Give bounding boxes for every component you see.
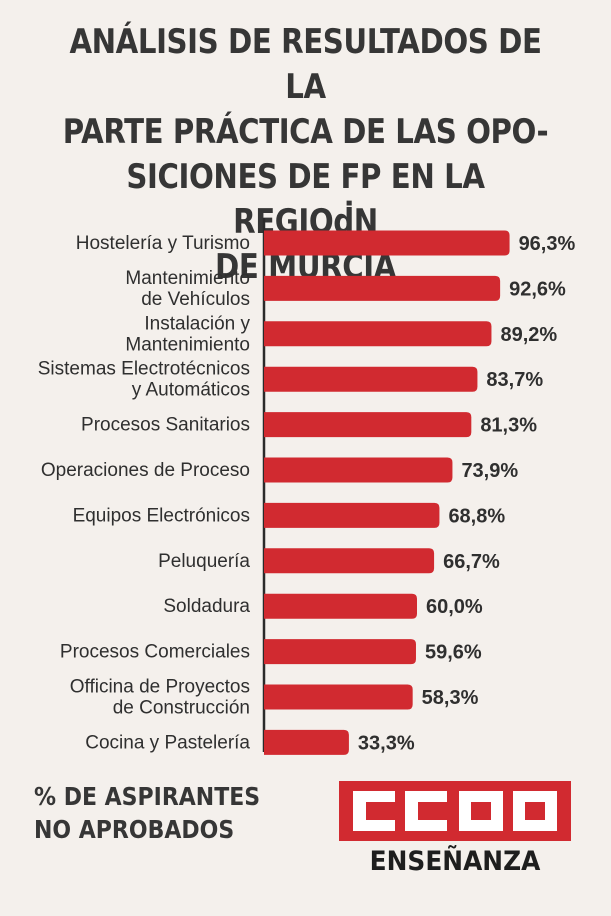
bar xyxy=(264,412,472,438)
ccoo-logo-letters xyxy=(353,791,557,831)
bar xyxy=(264,593,417,619)
value-label: 68,8% xyxy=(448,505,505,527)
category-label: Sistemas Electrotécnicos y Automáticos xyxy=(38,359,250,401)
category-label: Soldadura xyxy=(163,596,250,617)
category-label: Officina de Proyectos de Construcción xyxy=(70,677,250,719)
category-label: Equipos Electrónicos xyxy=(73,505,250,526)
value-label: 73,9% xyxy=(461,460,518,482)
value-label: 81,3% xyxy=(480,415,537,437)
ccoo-logo xyxy=(339,781,571,841)
category-label: Mantenimientó de Vehículos xyxy=(125,268,250,310)
bar xyxy=(264,321,492,347)
bar xyxy=(264,639,416,665)
category-label: Instalación y Mantenimiento xyxy=(125,313,250,355)
category-label: Peluquería xyxy=(158,551,250,572)
value-label: 83,7% xyxy=(486,369,543,391)
footer-caption: % DE ASPIRANTES NO APROBADOS xyxy=(34,782,261,844)
value-label: 33,3% xyxy=(358,732,415,754)
value-label: 60,0% xyxy=(426,596,483,618)
category-label: Procesos Sanitarios xyxy=(81,415,250,436)
value-label: 89,2% xyxy=(500,324,557,346)
value-label: 59,6% xyxy=(425,642,482,664)
category-label: Procesos Comerciales xyxy=(60,642,250,663)
bar xyxy=(264,684,413,710)
bar xyxy=(264,502,440,528)
value-label: 66,7% xyxy=(443,551,500,573)
logo-subtitle: ENSEÑANZA xyxy=(369,846,541,877)
category-label: Hostelería y Turismo xyxy=(76,233,250,254)
category-label: Cocina y Pastelería xyxy=(85,732,250,753)
category-label: Operaciones de Proceso xyxy=(41,460,250,481)
bar xyxy=(264,230,510,256)
value-label: 96,3% xyxy=(519,233,576,255)
bar xyxy=(264,366,478,392)
value-label: 58,3% xyxy=(422,687,479,709)
bar xyxy=(264,548,435,574)
value-label: 92,6% xyxy=(509,278,566,300)
bar xyxy=(264,729,349,755)
bar xyxy=(264,457,453,483)
bar xyxy=(264,275,501,301)
